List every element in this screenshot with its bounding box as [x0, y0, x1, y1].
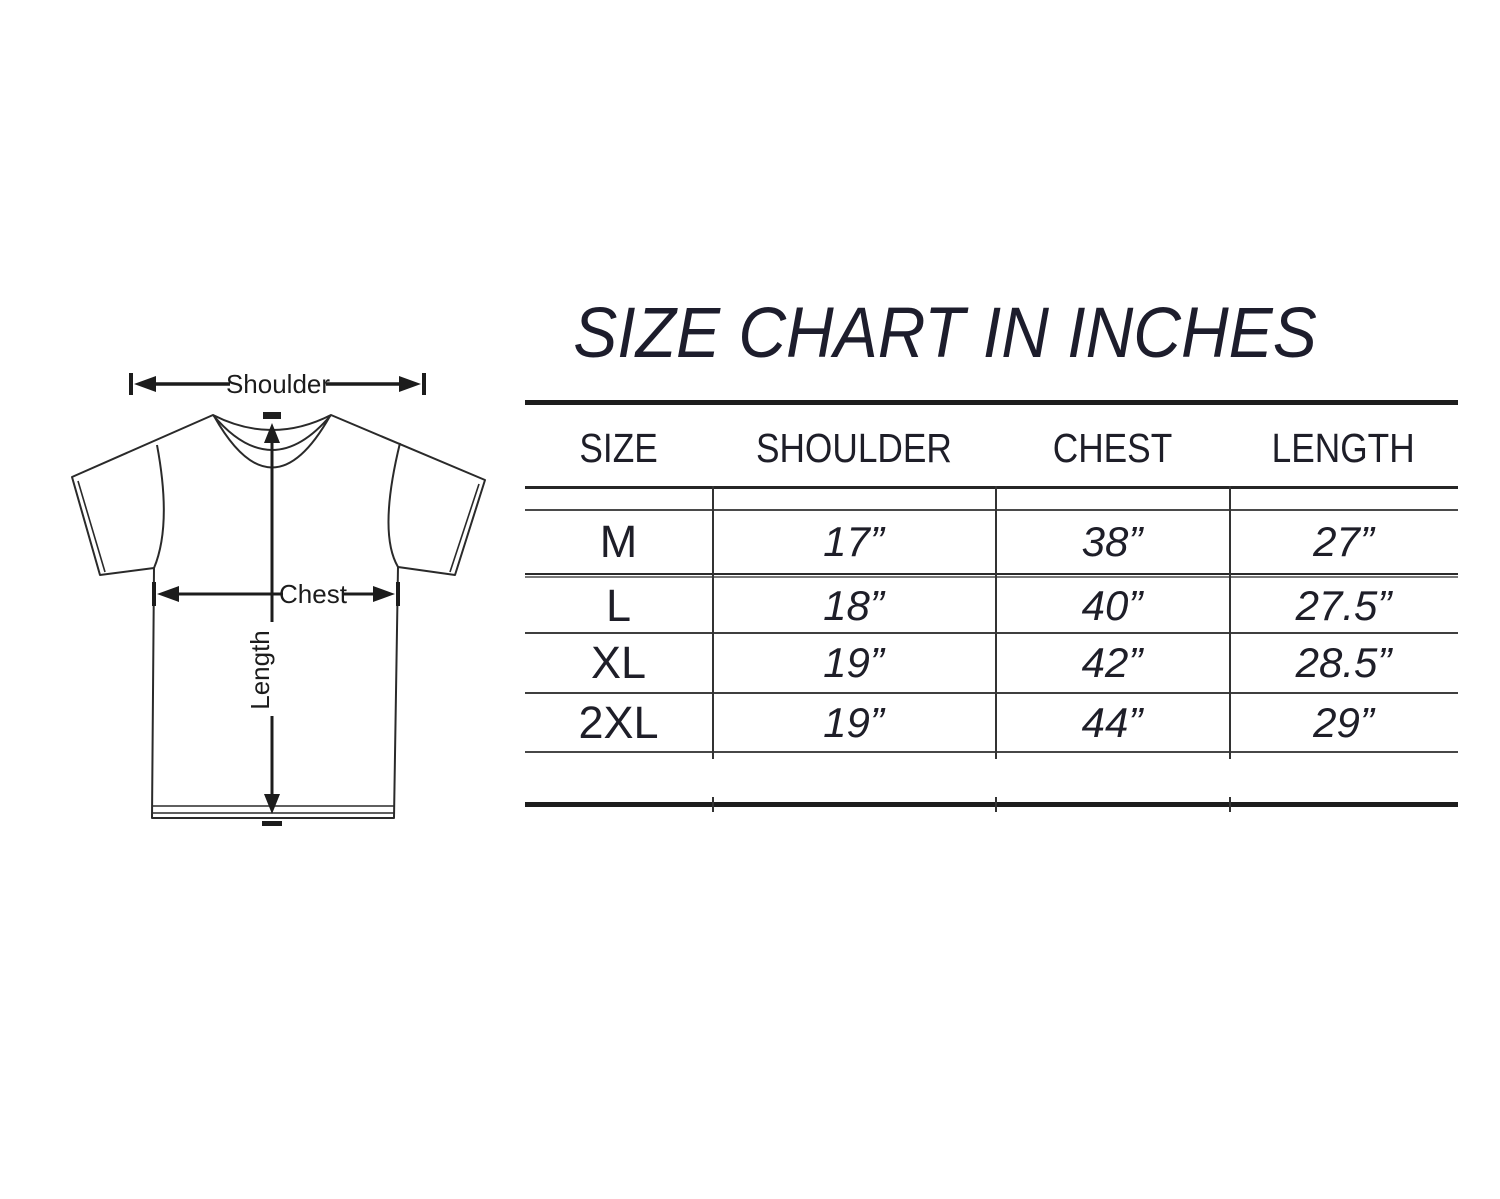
header-length-label: LENGTH: [1271, 424, 1416, 471]
shoulder-value: 19”: [823, 639, 884, 686]
length-value: 27.5”: [1295, 581, 1392, 629]
header-size: SIZE: [525, 414, 712, 482]
shoulder-dimension: [129, 373, 426, 395]
chest-value: 40”: [1081, 581, 1143, 629]
table-bottom-rule: [525, 802, 1458, 807]
row-rule-double-a: [525, 573, 1458, 575]
header-bottom-rule: [525, 486, 1458, 489]
shoulder-value: 19”: [823, 698, 884, 746]
table-row-m: M 17” 38” 27”: [525, 511, 1458, 573]
row-rule: [525, 509, 1458, 511]
shoulder-value: 18”: [823, 581, 884, 629]
column-rule-tick: [995, 797, 997, 812]
row-rule: [525, 692, 1458, 694]
header-length: LENGTH: [1229, 414, 1458, 482]
header-shoulder: SHOULDER: [712, 414, 995, 482]
sleeve-cuff-lines: [77, 480, 480, 573]
header-shoulder-label: SHOULDER: [755, 424, 952, 471]
length-dimension: [262, 423, 282, 826]
column-rule-tick: [1229, 797, 1231, 812]
column-rule-tick: [712, 797, 714, 812]
size-value: XL: [590, 637, 647, 688]
column-rule: [1229, 486, 1231, 759]
header-chest-label: CHEST: [1052, 424, 1172, 471]
table-header-row: SIZE SHOULDER CHEST LENGTH: [525, 414, 1458, 482]
table-row-2xl: 2XL 19” 44” 29”: [525, 694, 1458, 751]
neck-tag: [263, 412, 281, 419]
page-title: SIZE CHART IN INCHES: [573, 294, 1317, 373]
table-row-xl: XL 19” 42” 28.5”: [525, 634, 1458, 692]
size-value: M: [599, 516, 638, 567]
row-rule: [525, 751, 1458, 753]
column-rule: [995, 486, 997, 759]
tshirt-diagram-svg: Shoulder Chest Length: [71, 369, 486, 826]
shoulder-label: Shoulder: [226, 369, 330, 399]
tshirt-measurement-diagram: Shoulder Chest Length: [40, 350, 500, 850]
chest-label: Chest: [279, 579, 348, 609]
table-row-l: L 18” 40” 27.5”: [525, 579, 1458, 632]
header-chest: CHEST: [995, 414, 1229, 482]
chest-value: 42”: [1081, 639, 1143, 686]
column-rule: [712, 486, 714, 759]
row-rule-double-b: [525, 576, 1458, 578]
length-value: 29”: [1313, 698, 1374, 746]
size-chart-table: SIZE SHOULDER CHEST LENGTH M 17” 38” 27”…: [525, 400, 1458, 820]
tshirt-outline: [71, 414, 486, 819]
chest-dimension: [152, 582, 400, 606]
length-value: 27”: [1313, 518, 1374, 565]
shoulder-value: 17”: [823, 518, 884, 565]
size-value: L: [605, 579, 632, 631]
armhole-seams: [153, 442, 401, 569]
length-value: 28.5”: [1295, 639, 1392, 686]
size-value: 2XL: [578, 696, 659, 748]
chest-value: 38”: [1081, 518, 1143, 565]
table-top-rule: [525, 400, 1458, 405]
chest-value: 44”: [1081, 698, 1143, 746]
length-label: Length: [245, 630, 275, 710]
row-rule: [525, 632, 1458, 634]
header-size-label: SIZE: [579, 424, 658, 471]
